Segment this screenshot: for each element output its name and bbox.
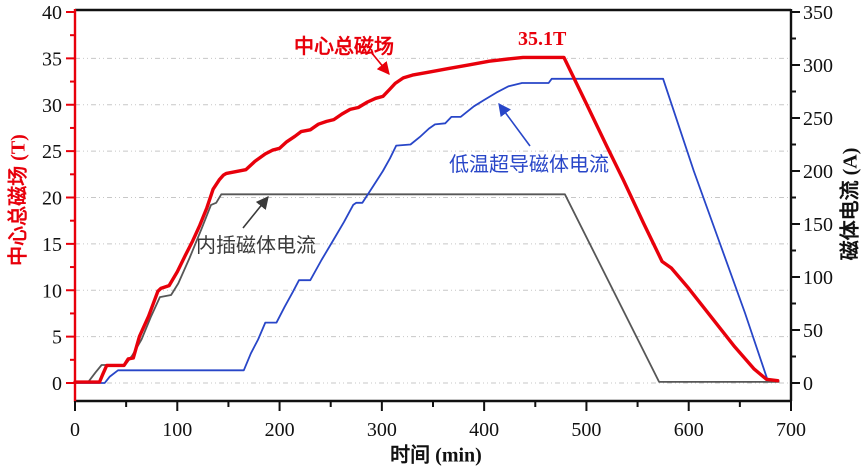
x-tick-label: 400 bbox=[469, 419, 499, 441]
annotation-arrow-0 bbox=[370, 51, 390, 75]
series-低温超导磁体电流 bbox=[74, 77, 779, 384]
annotation-peak-value-35-1T: 35.1T bbox=[518, 28, 567, 50]
x-tick-label: 600 bbox=[674, 419, 704, 441]
right-tick-label: 200 bbox=[803, 161, 833, 183]
left-tick-label: 0 bbox=[52, 373, 62, 395]
right-tick-label: 250 bbox=[803, 108, 833, 130]
right-axis-title: 磁体电流 (A) bbox=[839, 147, 862, 261]
left-tick-label: 15 bbox=[42, 234, 62, 256]
annotation-insert-magnet-current: 内插磁体电流 bbox=[196, 235, 316, 257]
x-tick-label: 500 bbox=[571, 419, 601, 441]
left-axis-title: 中心总磁场 (T) bbox=[7, 134, 30, 266]
left-tick-label: 40 bbox=[42, 2, 62, 24]
x-tick-label: 100 bbox=[162, 419, 192, 441]
x-tick-label: 200 bbox=[265, 419, 295, 441]
x-tick-label: 300 bbox=[367, 419, 397, 441]
annotation-cryo-sc-magnet-current: 低温超导磁体电流 bbox=[449, 154, 609, 176]
annotation-center-total-field: 中心总磁场 bbox=[294, 36, 394, 58]
left-tick-label: 30 bbox=[42, 95, 62, 117]
annotation-arrow-3 bbox=[242, 196, 269, 229]
left-tick-label: 35 bbox=[42, 48, 62, 70]
left-tick-label: 25 bbox=[42, 141, 62, 163]
left-tick-label: 10 bbox=[42, 280, 62, 302]
right-tick-label: 300 bbox=[803, 55, 833, 77]
left-tick-label: 20 bbox=[42, 188, 62, 210]
right-tick-label: 50 bbox=[803, 320, 823, 342]
x-tick-label: 0 bbox=[70, 419, 80, 441]
x-tick-label: 700 bbox=[776, 419, 806, 441]
right-tick-label: 100 bbox=[803, 267, 833, 289]
right-tick-label: 150 bbox=[803, 214, 833, 236]
right-tick-label: 0 bbox=[803, 373, 813, 395]
left-tick-label: 5 bbox=[52, 327, 62, 349]
series-内插磁体电流 bbox=[74, 193, 780, 383]
series-中心总磁场 bbox=[73, 55, 780, 384]
x-axis-title: 时间 (min) bbox=[390, 444, 482, 467]
right-tick-label: 350 bbox=[803, 2, 833, 24]
annotation-arrow-2 bbox=[498, 102, 531, 147]
